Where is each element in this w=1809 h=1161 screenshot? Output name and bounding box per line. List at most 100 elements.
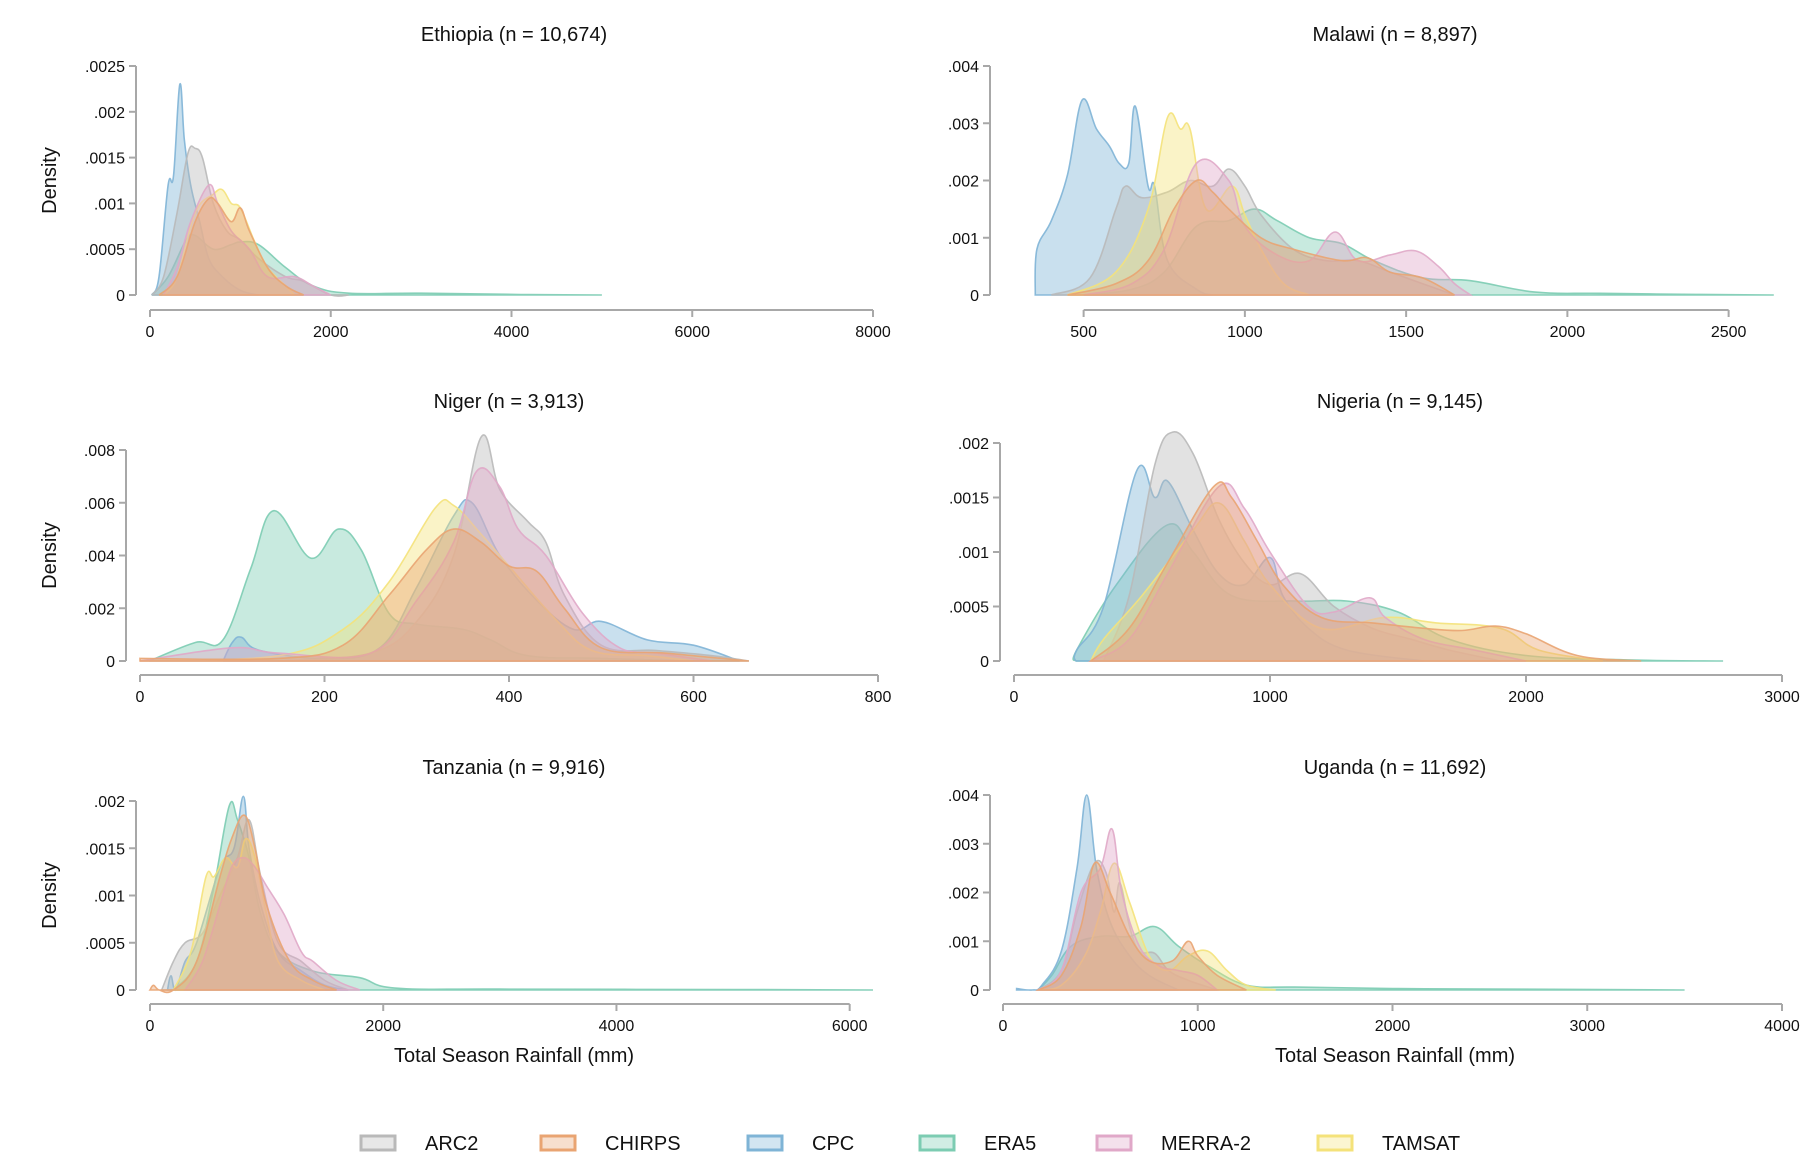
y-tick-label: .001 [958,545,989,562]
x-tick-label: 8000 [855,324,891,341]
x-tick-label: 2000 [365,1018,401,1035]
density-area-tamsat [172,837,326,991]
y-tick-label: .003 [948,837,979,854]
legend-swatch [359,1134,397,1152]
density-area-tamsat [1089,502,1603,662]
x-tick-label: 0 [146,324,155,341]
y-tick-label: .0005 [85,936,125,953]
panel-ethiopia: Ethiopia (n = 10,674) 0 .0005 .001 .0015 .002… [39,24,891,341]
x-tick-label: 800 [865,689,892,706]
density-area-merra-2 [1035,828,1220,991]
density-area-chirps [139,528,749,662]
legend-item-chirps: CHIRPS [539,1133,681,1155]
legend-label: CPC [812,1133,854,1155]
x-tick-label: 1500 [1388,324,1424,341]
y-tick-label: .0015 [85,841,125,858]
density-area-merra-2 [162,183,332,296]
density-area-chirps [1067,179,1455,296]
y-tick-label: .0015 [949,491,989,508]
y-tick-label: .004 [84,549,115,566]
y-tick-label: .001 [948,934,979,951]
density-area-cpc [1015,794,1179,991]
density-area-tamsat [1037,862,1276,991]
y-tick-label: .002 [84,601,115,618]
density-area-era5 [172,800,874,991]
density-areas [139,434,750,662]
density-area-chirps [1035,861,1247,991]
legend-label: TAMSAT [1382,1133,1460,1155]
legend-item-arc2: ARC2 [359,1133,478,1155]
density-area-arc2 [151,145,349,297]
density-area-cpc [151,83,259,296]
y-tick-label: .004 [948,788,979,805]
x-tick-label: 1000 [1180,1018,1216,1035]
x-tick-label: 1000 [1227,324,1263,341]
legend-item-merra-2: MERRA-2 [1095,1133,1251,1155]
density-area-era5 [1083,208,1774,296]
y-tick-label: .002 [94,105,125,122]
y-tick-label: .002 [948,174,979,191]
y-tick-label: 0 [970,983,979,1000]
legend-item-tamsat: TAMSAT [1316,1133,1460,1155]
y-tick-label: 0 [106,654,115,671]
density-areas [148,795,874,994]
density-area-chirps [148,814,337,994]
density-areas [1072,431,1724,662]
x-axis-label: Total Season Rainfall (mm) [394,1045,634,1067]
legend-label: CHIRPS [605,1133,681,1155]
legend: ARC2 CHIRPS CPC ERA5 MERRA-2 TAMSAT [359,1133,1460,1155]
legend-swatch [1316,1134,1354,1152]
legend-item-cpc: CPC [746,1133,854,1155]
y-tick-label: .001 [94,196,125,213]
x-tick-label: 4000 [599,1018,635,1035]
y-tick-label: .004 [948,59,979,76]
y-tick-label: .002 [94,794,125,811]
y-tick-label: .008 [84,443,115,460]
legend-swatch [1095,1134,1133,1152]
density-area-chirps [1088,481,1642,662]
x-tick-label: 400 [496,689,523,706]
density-area-era5 [1036,925,1685,991]
panel-malawi: Malawi (n = 8,897) 0 .001 .002 .003 .004 500 10… [948,24,1774,341]
x-tick-label: 2000 [1375,1018,1411,1035]
panel-title: Niger (n = 3,913) [434,391,585,413]
density-areas [151,83,602,297]
legend-swatch [918,1134,956,1152]
density-area-cpc [222,498,740,662]
y-tick-label: .001 [948,231,979,248]
x-axis-label: Total Season Rainfall (mm) [1275,1045,1515,1067]
panel-title: Malawi (n = 8,897) [1312,24,1477,46]
density-area-merra-2 [139,467,713,662]
y-tick-label: 0 [980,654,989,671]
density-area-merra-2 [1087,482,1527,662]
legend-item-era5: ERA5 [918,1133,1036,1155]
x-tick-label: 0 [1010,689,1019,706]
x-tick-label: 1000 [1252,689,1288,706]
panel-tanzania: Tanzania (n = 9,916) 0 .0005 .001 .0015 .002 0… [39,757,874,1067]
density-area-tamsat [1067,112,1310,296]
panel-nigeria: Nigeria (n = 9,145) 0 .0005 .001 .0015 .002 0 1… [949,391,1800,706]
density-area-tamsat [139,498,694,662]
panel-title: Tanzania (n = 9,916) [423,757,606,779]
x-tick-label: 2000 [313,324,349,341]
y-tick-label: .0005 [949,600,989,617]
legend-label: ARC2 [425,1133,478,1155]
x-tick-label: 3000 [1569,1018,1605,1035]
x-tick-label: 2000 [1508,689,1544,706]
legend-label: ERA5 [984,1133,1036,1155]
y-axis-label: Density [39,862,61,929]
panel-uganda: Uganda (n = 11,692) 0 .001 .002 .003 .004 0 100… [948,757,1800,1067]
panel-title: Nigeria (n = 9,145) [1317,391,1483,413]
legend-swatch [746,1134,784,1152]
panel-title: Ethiopia (n = 10,674) [421,24,607,46]
x-tick-label: 0 [999,1018,1008,1035]
x-tick-label: 4000 [494,324,530,341]
density-area-era5 [148,509,694,662]
x-tick-label: 0 [146,1018,155,1035]
y-axis-label: Density [39,147,61,214]
x-tick-label: 500 [1070,324,1097,341]
density-area-cpc [1073,464,1424,662]
density-area-chirps [158,196,304,296]
density-area-arc2 [1102,431,1501,662]
